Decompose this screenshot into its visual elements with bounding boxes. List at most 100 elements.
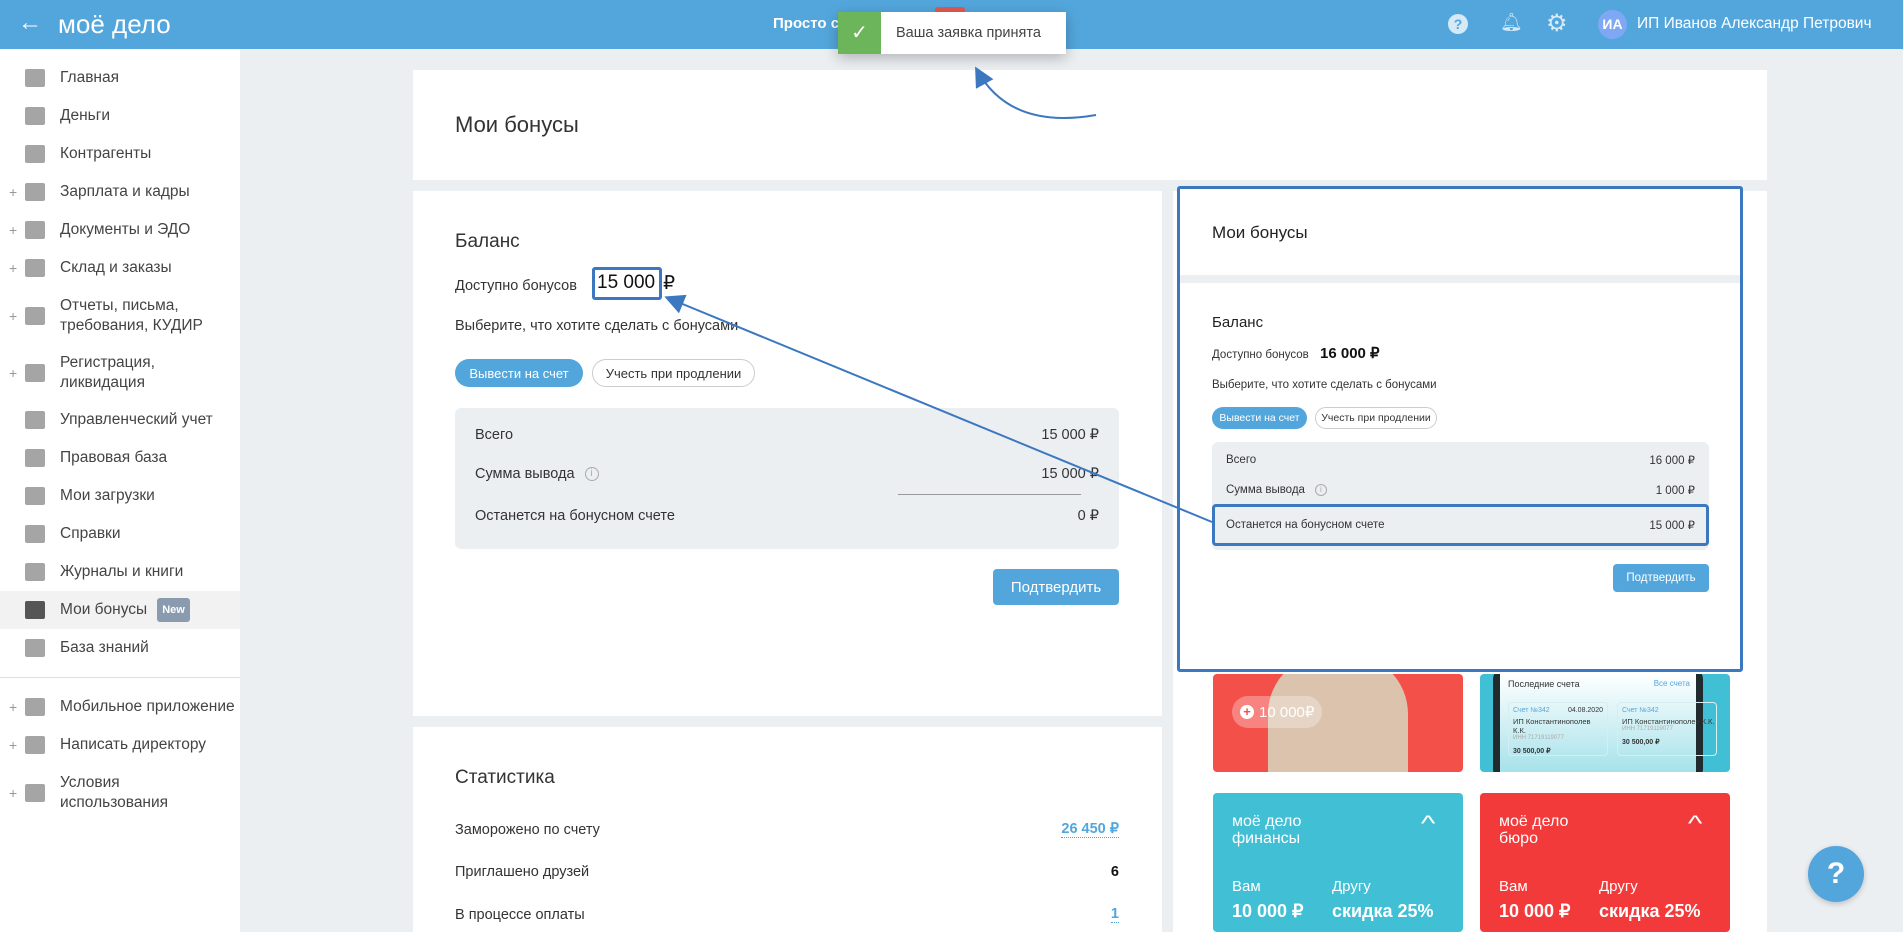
referral-card-finance[interactable]: моё дело финансы ^ Вам 10 000 ₽ Другу ски… [1213, 793, 1463, 932]
invoice-inn: ИНН 71719119077 [1622, 726, 1673, 732]
bell-icon[interactable]: 🔔︎ [1500, 12, 1523, 32]
sidebar-item[interactable]: Мои загрузки [0, 477, 240, 515]
help-icon[interactable]: ? [1448, 14, 1468, 34]
row-label: Сумма вывода [1226, 484, 1305, 497]
expand-plus-icon[interactable]: + [9, 184, 18, 200]
stat-row: Приглашено друзей 6 [455, 864, 1119, 880]
gift-icon [25, 601, 45, 619]
stat-row: В процессе оплаты 1 [455, 906, 1119, 923]
sidebar-item[interactable]: База знаний [0, 629, 240, 667]
renewal-button[interactable]: Учесть при продлении [592, 359, 755, 387]
info-icon[interactable]: i [584, 467, 599, 482]
chat-icon [25, 736, 45, 754]
stat-value-link[interactable]: 26 450 ₽ [1061, 821, 1119, 838]
promo-invoices-image[interactable]: Последние счета Все счета Счет №342 04.08… [1480, 674, 1730, 772]
overlay-row: Останется на бонусном счете 15 000 ₽ [1226, 518, 1695, 532]
sidebar-item-label: Мои бонусы [60, 601, 148, 618]
sidebar-item[interactable]: Деньги [0, 97, 240, 135]
sidebar-item[interactable]: Контрагенты [0, 135, 240, 173]
user-name[interactable]: ИП Иванов Александр Петрович [1637, 15, 1872, 32]
row-label: Всего [475, 427, 514, 443]
report-icon [25, 306, 45, 325]
sidebar-item[interactable]: Справки [0, 515, 240, 553]
referral-card-bureau[interactable]: моё дело бюро ^ Вам 10 000 ₽ Другу скидка… [1480, 793, 1730, 932]
product-name: бюро [1499, 830, 1538, 847]
divider [1180, 275, 1740, 283]
overlay-withdraw-button[interactable]: Вывести на счет [1212, 407, 1307, 429]
overlay-summary-box: Всего 16 000 ₽ Сумма вывода i 1 000 ₽ Остан… [1212, 442, 1709, 550]
info-icon[interactable]: i [1314, 483, 1327, 496]
overlay-confirm-button[interactable]: Подтвердить [1613, 564, 1709, 592]
person-image [1268, 674, 1408, 772]
chevron-up-icon[interactable]: ^ [1687, 811, 1703, 836]
row-label: Сумма вывода [475, 466, 575, 482]
sidebar-item[interactable]: Главная [0, 59, 240, 97]
money-icon [25, 107, 45, 125]
sidebar-item-label: Справки [60, 525, 121, 542]
overlay-renewal-button[interactable]: Учесть при продлении [1315, 407, 1437, 429]
sidebar-item[interactable]: + Мобильное приложение [0, 688, 240, 726]
sidebar-item[interactable]: + Написать директору [0, 726, 240, 764]
sidebar-item[interactable]: Мои бонусы New [0, 591, 240, 629]
help-chat-button[interactable]: ? [1808, 846, 1864, 902]
currency: ₽ [663, 273, 676, 294]
overlay-row: Всего 16 000 ₽ [1226, 453, 1695, 467]
sidebar-item[interactable]: + Регистрация, ликвидация [0, 344, 240, 401]
chevron-up-icon[interactable]: ^ [1420, 811, 1436, 836]
sidebar-item-label: Мобильное приложение [60, 698, 235, 715]
invoice-company: ИП Константинополев К.К. [1622, 717, 1715, 726]
expand-plus-icon[interactable]: + [9, 260, 18, 276]
folder-icon [25, 487, 45, 505]
promo-bonus-image[interactable]: +10 000₽ [1213, 674, 1463, 772]
sidebar-item[interactable]: + Документы и ЭДО [0, 211, 240, 249]
gear-icon[interactable]: ⚙ [1546, 10, 1568, 37]
stat-value-link[interactable]: 1 [1110, 906, 1119, 923]
checkmark-icon: ✓ [838, 12, 881, 54]
expand-plus-icon[interactable]: + [9, 222, 18, 238]
brand-logo: моё дело [1232, 813, 1302, 830]
sidebar-item-label: Документы и ЭДО [60, 221, 191, 238]
summary-row-total: Всего 15 000 ₽ [475, 427, 1099, 443]
overlay-available-label: Доступно бонусов [1212, 349, 1309, 361]
invoice-amount: 30 500,00 ₽ [1622, 739, 1660, 746]
confirm-button[interactable]: Подтвердить [993, 569, 1119, 605]
summary-box: Всего 15 000 ₽ Сумма вывода i 15 000 ₽ Оста… [455, 408, 1119, 549]
sidebar-item[interactable]: + Склад и заказы [0, 249, 240, 287]
success-toast: ✓ Ваша заявка принята [838, 12, 1066, 54]
mobile-icon [25, 698, 45, 716]
logo[interactable]: моё дело [58, 9, 171, 39]
invoice-card: Счет №342 ИП Константинополев К.К. ИНН 7… [1617, 702, 1717, 756]
row-value: 15 000 ₽ [1041, 427, 1099, 443]
sidebar-divider [0, 677, 240, 678]
header-center-text[interactable]: Просто с [773, 15, 840, 32]
sidebar-item[interactable]: Журналы и книги [0, 553, 240, 591]
sidebar-item[interactable]: Правовая база [0, 439, 240, 477]
phone-screen: Последние счета Все счета Счет №342 04.08… [1500, 674, 1717, 772]
expand-plus-icon[interactable]: + [9, 784, 18, 801]
withdraw-amount-input[interactable]: 15 000 ₽ [1041, 466, 1099, 482]
sidebar-item[interactable]: + Отчеты, письма, требования, КУДИР [0, 287, 240, 344]
you-value: 10 000 ₽ [1499, 901, 1571, 921]
bonus-amount: 10 000₽ [1259, 704, 1315, 721]
expand-plus-icon[interactable]: + [9, 307, 18, 324]
back-arrow-icon[interactable]: ← [18, 9, 42, 36]
sidebar-item-label: Зарплата и кадры [60, 183, 190, 200]
expand-plus-icon[interactable]: + [9, 737, 18, 753]
invoice-date: 04.08.2020 [1567, 707, 1603, 714]
sidebar-item[interactable]: Управленческий учет [0, 401, 240, 439]
withdraw-button[interactable]: Вывести на счет [455, 359, 583, 387]
page-title-card: Мои бонусы [413, 70, 1767, 180]
sidebar-item[interactable]: + Условия использования [0, 764, 240, 821]
management-icon [25, 411, 45, 429]
avatar[interactable]: ИА [1598, 10, 1627, 39]
choose-text: Выберите, что хотите сделать с бонусами [455, 318, 739, 334]
expand-plus-icon[interactable]: + [9, 699, 18, 715]
sidebar-item-label: Журналы и книги [60, 563, 184, 580]
available-label: Доступно бонусов [455, 278, 577, 294]
preview-overlay: Мои бонусы Баланс Доступно бонусов 16 00… [1177, 186, 1743, 672]
row-value: 1 000 ₽ [1655, 485, 1695, 497]
sidebar-item-label: Написать директору [60, 736, 207, 753]
sidebar-item[interactable]: + Зарплата и кадры [0, 173, 240, 211]
expand-plus-icon[interactable]: + [9, 364, 18, 381]
page-title: Мои бонусы [455, 112, 579, 137]
